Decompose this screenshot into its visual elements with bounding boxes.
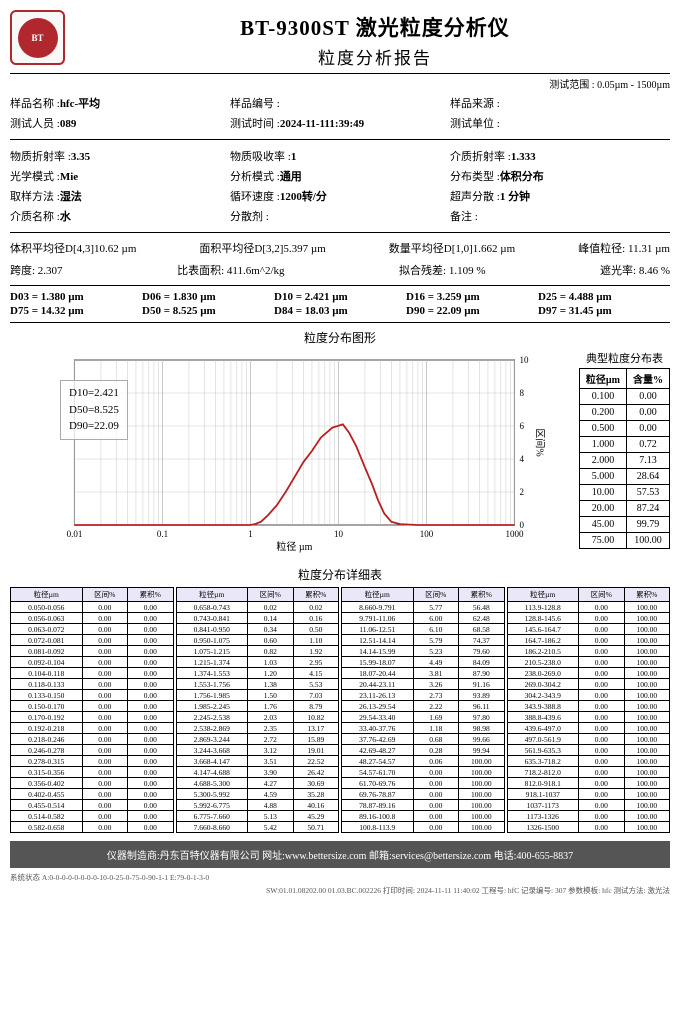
test-range: 测试范围 : 0.05µm - 1500µm — [10, 73, 670, 91]
stat-item: D06 = 1.830 µm — [142, 291, 274, 303]
side-table-title: 典型粒度分布表 — [579, 350, 670, 366]
stat-item: D50 = 8.525 µm — [142, 305, 274, 317]
stat-item: D03 = 1.380 µm — [10, 291, 142, 303]
meta-item: 物质折射率 :3.35 — [10, 148, 230, 164]
sub-title: 粒度分析报告 — [80, 44, 670, 69]
d-values-row-2: D75 = 14.32 µmD50 = 8.525 µmD84 = 18.03 … — [10, 304, 670, 318]
meta-item: 样品来源 : — [450, 95, 670, 111]
svg-text:10: 10 — [519, 355, 529, 365]
meta-item: 测试时间 :2024-11-111:39:49 — [230, 115, 450, 131]
params-meta-block: 物质折射率 :3.35物质吸收率 :1介质折射率 :1.333 光学模式 :Mie… — [10, 144, 670, 228]
stat-item: 跨度: 2.307 — [10, 262, 63, 278]
svg-text:粒径 µm: 粒径 µm — [276, 540, 312, 553]
stat-item: D10 = 2.421 µm — [274, 291, 406, 303]
svg-text:1: 1 — [248, 529, 253, 539]
stat-item: D16 = 3.259 µm — [406, 291, 538, 303]
svg-text:2: 2 — [519, 487, 524, 497]
detail-tables: 粒径µm区间%累积%0.050-0.0560.000.000.056-0.063… — [10, 587, 670, 833]
meta-item: 分析模式 :通用 — [230, 168, 450, 184]
meta-item: 测试单位 : — [450, 115, 670, 131]
stat-item: 体积平均径D[4,3]10.62 µm — [10, 240, 136, 256]
stat-item: D97 = 31.45 µm — [538, 305, 670, 317]
meta-item: 超声分散 :1 分钟 — [450, 188, 670, 204]
sys-status-left: 系统状态 A:0-0-0-0-0-0-0-0-10-0-25-0-75-0-90… — [10, 872, 209, 883]
annot-d90: D90=22.09 — [69, 418, 119, 435]
meta-item: 介质折射率 :1.333 — [450, 148, 670, 164]
meta-item: 测试人员 :089 — [10, 115, 230, 131]
svg-text:0.1: 0.1 — [157, 529, 168, 539]
sample-meta-block: 样品名称 :hfc-平均样品编号 :样品来源 : 测试人员 :089测试时间 :2… — [10, 91, 670, 135]
svg-text:1000: 1000 — [505, 529, 524, 539]
meta-item: 取样方法 :湿法 — [10, 188, 230, 204]
stats-row-1: 体积平均径D[4,3]10.62 µm 面积平均径D[3,2]5.397 µm 数量… — [10, 237, 670, 259]
brand-logo: BT — [10, 10, 65, 65]
stat-item: 数量平均径D[1,0]1.662 µm — [389, 240, 515, 256]
logo-text: BT — [18, 18, 58, 58]
meta-item: 样品编号 : — [230, 95, 450, 111]
title-block: BT-9300ST 激光粒度分析仪 粒度分析报告 — [80, 10, 670, 69]
distribution-chart: 02468100.010.11101001000粒径 µm区间% D10=2.4… — [10, 350, 569, 560]
annot-d10: D10=2.421 — [69, 385, 119, 402]
meta-item: 分散剂 : — [230, 208, 450, 224]
typical-distribution-table: 粒径µm含量%0.1000.000.2000.000.5000.001.0000… — [579, 368, 670, 549]
svg-text:0.01: 0.01 — [67, 529, 83, 539]
annot-d50: D50=8.525 — [69, 402, 119, 419]
stat-item: 面积平均径D[3,2]5.397 µm — [199, 240, 325, 256]
svg-text:100: 100 — [420, 529, 434, 539]
svg-text:区间%: 区间% — [533, 428, 546, 456]
detail-sub-table: 粒径µm区间%累积%113.9-128.80.00100.00128.8-145… — [507, 587, 671, 833]
meta-item: 光学模式 :Mie — [10, 168, 230, 184]
svg-text:6: 6 — [519, 421, 524, 431]
stat-item: D90 = 22.09 µm — [406, 305, 538, 317]
meta-item: 分布类型 :体积分布 — [450, 168, 670, 184]
meta-item: 介质名称 :水 — [10, 208, 230, 224]
svg-text:8: 8 — [519, 388, 524, 398]
stat-item: 拟合残差: 1.109 % — [399, 262, 485, 278]
detail-sub-table: 粒径µm区间%累积%8.660-9.7915.7756.489.791-11.0… — [341, 587, 505, 833]
sys-status-right: SW:01.01.08202.00 01.03.BC.002226 打印时间: … — [10, 885, 670, 896]
chart-title: 粒度分布图形 — [10, 329, 670, 346]
stat-item: D84 = 18.03 µm — [274, 305, 406, 317]
meta-item: 备注 : — [450, 208, 670, 224]
detail-title: 粒度分布详细表 — [10, 566, 670, 583]
chart-annotation: D10=2.421 D50=8.525 D90=22.09 — [60, 380, 128, 440]
meta-item: 样品名称 :hfc-平均 — [10, 95, 230, 111]
stat-item: D75 = 14.32 µm — [10, 305, 142, 317]
stat-item: 遮光率: 8.46 % — [600, 262, 670, 278]
meta-item: 循环速度 :1200转/分 — [230, 188, 450, 204]
d-values-row-1: D03 = 1.380 µmD06 = 1.830 µmD10 = 2.421 … — [10, 290, 670, 304]
stat-item: 峰值粒径: 11.31 µm — [578, 240, 670, 256]
svg-text:4: 4 — [519, 454, 524, 464]
main-title: BT-9300ST 激光粒度分析仪 — [80, 12, 670, 42]
stat-item: D25 = 4.488 µm — [538, 291, 670, 303]
meta-item: 物质吸收率 :1 — [230, 148, 450, 164]
detail-sub-table: 粒径µm区间%累积%0.658-0.7430.020.020.743-0.841… — [176, 587, 340, 833]
footer-bar: 仪器制造商:丹东百特仪器有限公司 网址:www.bettersize.com 邮… — [10, 841, 670, 868]
detail-sub-table: 粒径µm区间%累积%0.050-0.0560.000.000.056-0.063… — [10, 587, 174, 833]
stats-row-2: 跨度: 2.307 比表面积: 411.6m^2/kg 拟合残差: 1.109 % 遮… — [10, 259, 670, 281]
stat-item: 比表面积: 411.6m^2/kg — [177, 262, 284, 278]
svg-text:10: 10 — [334, 529, 344, 539]
